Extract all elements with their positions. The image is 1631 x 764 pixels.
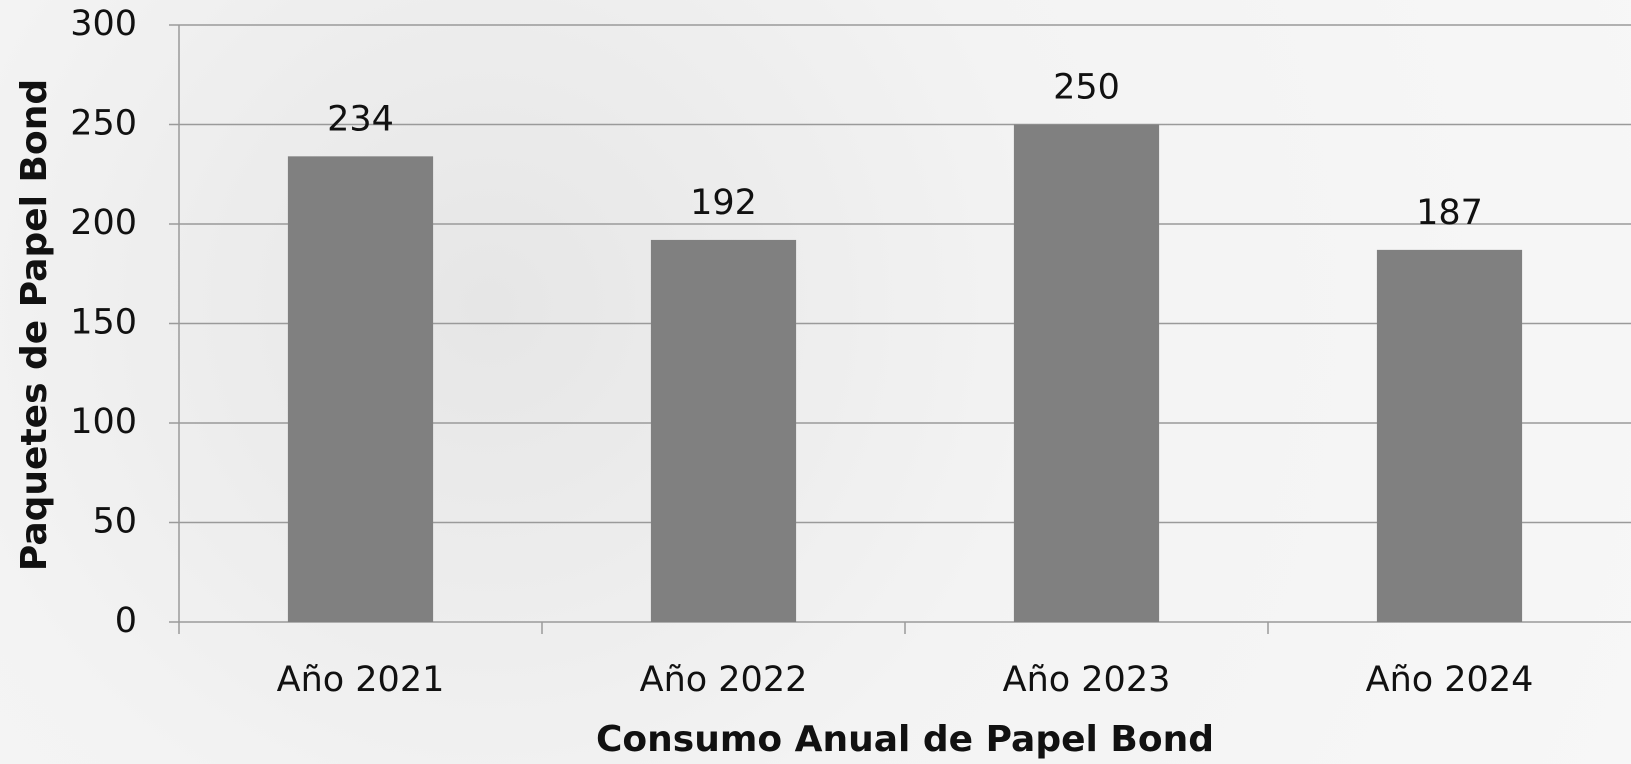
x-tick-label: Año 2021 [277, 660, 445, 700]
data-label: 192 [690, 183, 757, 223]
y-tick-label: 250 [70, 104, 137, 144]
data-label: 250 [1053, 68, 1120, 108]
y-tick-label: 50 [92, 502, 137, 542]
x-axis-label: Consumo Anual de Papel Bond [596, 719, 1214, 760]
bar [1013, 124, 1160, 622]
y-tick-label: 150 [70, 303, 137, 343]
y-tick-label: 300 [70, 4, 137, 44]
bar [1376, 249, 1523, 622]
data-label: 187 [1416, 193, 1483, 233]
y-tick-label: 0 [115, 601, 137, 641]
data-label: 234 [327, 99, 394, 139]
x-tick-label: Año 2022 [640, 660, 808, 700]
bar [650, 239, 797, 623]
x-tick-label: Año 2024 [1366, 660, 1534, 700]
bar [287, 156, 434, 622]
y-tick-label: 200 [70, 203, 137, 243]
y-axis-label: Paquetes de Papel Bond [14, 79, 55, 571]
y-tick-label: 100 [70, 402, 137, 442]
x-tick-label: Año 2023 [1003, 660, 1171, 700]
